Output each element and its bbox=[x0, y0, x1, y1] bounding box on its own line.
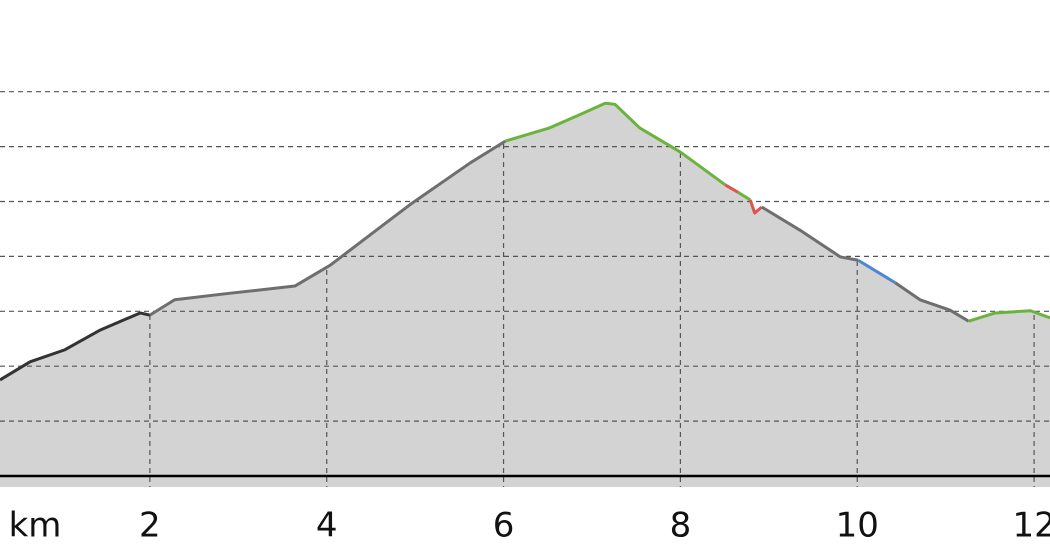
x-axis-label: km bbox=[9, 506, 62, 546]
elevation-area bbox=[0, 103, 1050, 487]
profile-segment bbox=[737, 190, 752, 202]
profile-segment bbox=[760, 205, 859, 262]
profile-segment bbox=[968, 309, 1050, 323]
profile-segment bbox=[857, 258, 897, 285]
x-tick-label: 12 bbox=[1012, 506, 1050, 546]
profile-segment bbox=[894, 281, 970, 323]
profile-segment bbox=[504, 101, 727, 187]
x-tick-label: 10 bbox=[836, 506, 879, 546]
x-tick-label: 4 bbox=[316, 506, 338, 546]
profile-segment bbox=[748, 199, 763, 215]
x-tick-label: 2 bbox=[139, 506, 161, 546]
profile-segment bbox=[149, 139, 507, 317]
profile-segment bbox=[0, 311, 151, 382]
x-tick-label: 8 bbox=[670, 506, 692, 546]
profile-segment bbox=[724, 183, 739, 194]
x-tick-label: 6 bbox=[493, 506, 515, 546]
